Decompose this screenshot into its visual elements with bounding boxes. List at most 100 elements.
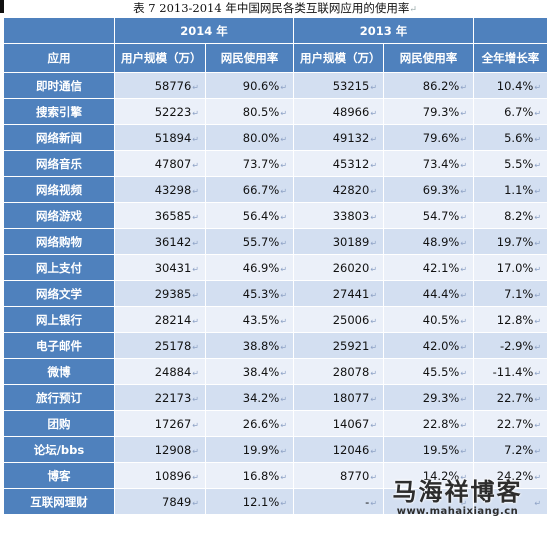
rate-2014-value: 46.9% [242,260,280,275]
table-row: 论坛/bbs 12908↵ 19.9%↵ 12046↵ 19.5%↵ 7.2%↵ [3,436,549,463]
users-2014-cell: 47807↵ [114,150,206,177]
rate-2013-cell: 40.5%↵ [383,306,475,333]
users-2013-cell: 18077↵ [293,384,385,411]
return-mark-icon: ↵ [534,446,542,456]
return-mark-icon: ↵ [280,290,288,300]
return-mark-icon: ↵ [192,290,199,300]
growth-value: 5.5% [504,156,534,171]
rate-2014-value: 12.1% [242,494,280,509]
return-mark-icon: ↵ [370,420,378,430]
app-name-value: 网上银行 [36,312,82,327]
return-mark-icon: ↵ [192,394,199,404]
return-mark-icon: ↵ [409,5,417,15]
rate-2014-cell: 38.4%↵ [204,358,295,385]
left-edge-marker [0,0,4,13]
app-name-value: 网络购物 [36,234,82,249]
return-mark-icon: ↵ [370,498,378,508]
users-2013-cell: 49132↵ [293,124,385,151]
return-mark-icon: ↵ [192,212,199,222]
rate-2014-value: 90.6% [242,78,280,93]
users-2014-cell: 22173↵ [114,384,206,411]
rate-2013-value: 54.7% [422,208,460,223]
users-2014-cell: 12908↵ [114,436,206,463]
return-mark-icon: ↵ [280,212,288,222]
rate-2014-value: 45.3% [242,286,280,301]
app-name-cell: 论坛/bbs [3,436,115,463]
rate-2013-cell: 79.3%↵ [383,98,475,125]
header-app: 应用 [3,43,115,73]
users-2014-value: 51894 [154,130,192,145]
rate-2014-value: 66.7% [242,182,280,197]
growth-cell: 1.1%↵ [473,176,549,203]
users-2013-cell: 14067↵ [293,410,385,437]
table-row: 网络新闻 51894↵ 80.0%↵ 49132↵ 79.6%↵ 5.6%↵ [3,124,549,151]
return-mark-icon: ↵ [192,238,199,248]
users-2013-value: 49132 [332,130,370,145]
table-row: 网上银行 28214↵ 43.5%↵ 25006↵ 40.5%↵ 12.8%↵ [3,306,549,333]
return-mark-icon: ↵ [460,472,468,482]
rate-2013-cell: 86.2%↵ [383,72,475,99]
users-2014-value: 58776 [154,78,192,93]
rate-2014-cell: 56.4%↵ [204,202,295,229]
return-mark-icon: ↵ [280,160,288,170]
rate-2014-cell: 38.8%↵ [204,332,295,359]
return-mark-icon: ↵ [370,394,378,404]
return-mark-icon: ↵ [534,186,542,196]
users-2014-cell: 10896↵ [114,462,206,489]
users-2014-cell: 29385↵ [114,280,206,307]
users-2014-cell: 36142↵ [114,228,206,255]
rate-2013-value: 69.3% [422,182,460,197]
return-mark-icon: ↵ [370,108,378,118]
return-mark-icon: ↵ [280,446,288,456]
rate-2013-cell: 44.4%↵ [383,280,475,307]
header-users-2014: 用户规模（万） [114,43,206,73]
rate-2014-cell: 80.5%↵ [204,98,295,125]
header-row-columns: 应用 用户规模（万） 网民使用率 用户规模（万） 网民使用率 全年增长率 [3,43,549,73]
app-name-value: 团购 [47,416,71,431]
rate-2013-value: 86.2% [422,78,460,93]
growth-value: 8.2% [504,208,534,223]
app-name-cell: 网络文学 [3,280,115,307]
app-name-cell: 网络视频 [3,176,115,203]
app-name-value: 网络视频 [36,182,82,197]
users-2014-cell: 28214↵ [114,306,206,333]
users-2014-cell: 17267↵ [114,410,206,437]
users-2013-cell: 12046↵ [293,436,385,463]
users-2013-cell: 25006↵ [293,306,385,333]
users-2013-cell: 26020↵ [293,254,385,281]
return-mark-icon: ↵ [534,212,542,222]
users-2013-cell: 48966↵ [293,98,385,125]
return-mark-icon: ↵ [280,82,288,92]
table-row: 微博 24884↵ 38.4%↵ 28078↵ 45.5%↵ -11.4%↵ [3,358,549,385]
return-mark-icon: ↵ [280,238,288,248]
app-name-cell: 搜索引擎 [3,98,115,125]
growth-cell: 19.7%↵ [473,228,549,255]
app-name-cell: 网上银行 [3,306,115,333]
return-mark-icon: ↵ [460,316,468,326]
app-name-cell: 网络音乐 [3,150,115,177]
app-name-value: 网络文学 [36,286,82,301]
users-2014-value: 12908 [154,442,192,457]
users-2013-value: 25006 [332,312,370,327]
rate-2013-cell: 79.6%↵ [383,124,475,151]
users-2013-cell: 28078↵ [293,358,385,385]
rate-2014-cell: 19.9%↵ [204,436,295,463]
table-row: 团购 17267↵ 26.6%↵ 14067↵ 22.8%↵ 22.7%↵ [3,410,549,437]
header-row-years: 2014 年 2013 年 [3,17,549,44]
return-mark-icon: ↵ [280,316,288,326]
header-users-2013: 用户规模（万） [293,43,385,73]
users-2014-value: 30431 [154,260,192,275]
return-mark-icon: ↵ [534,290,542,300]
growth-value: 22.7% [496,390,534,405]
app-name-cell: 博客 [3,462,115,489]
return-mark-icon: ↵ [370,264,378,274]
users-2014-value: 43298 [154,182,192,197]
growth-cell: 7.1%↵ [473,280,549,307]
return-mark-icon: ↵ [460,420,468,430]
rate-2013-cell: 69.3%↵ [383,176,475,203]
rate-2013-cell: 45.5%↵ [383,358,475,385]
users-2013-cell: 45312↵ [293,150,385,177]
rate-2014-cell: 66.7%↵ [204,176,295,203]
return-mark-icon: ↵ [370,212,378,222]
return-mark-icon: ↵ [460,394,468,404]
